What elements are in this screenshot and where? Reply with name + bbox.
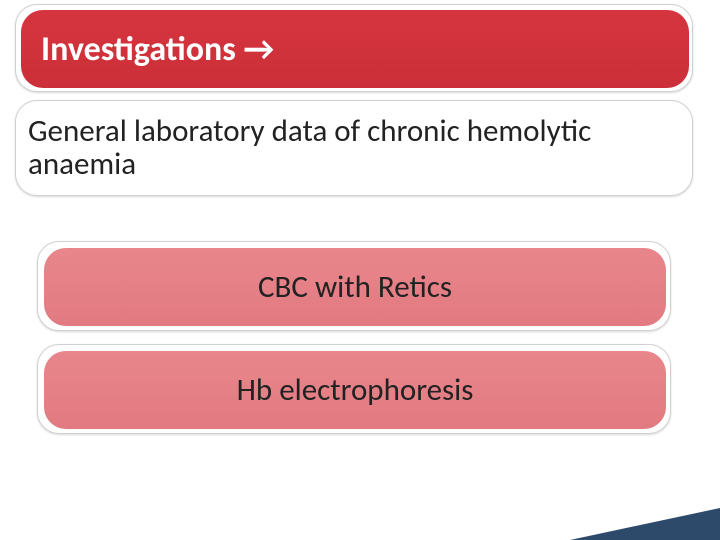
item-pill-inner: Hb electrophoresis — [44, 351, 666, 429]
item-pill-inner: CBC with Retics — [44, 248, 666, 326]
title-pill-outer: Investigations → — [15, 4, 693, 92]
corner-accent-dark — [570, 508, 720, 540]
title-pill-inner: Investigations → — [21, 10, 689, 88]
item-pill-outer: CBC with Retics — [37, 241, 671, 331]
item-pill-outer: Hb electrophoresis — [37, 344, 671, 434]
list-item-label: CBC with Retics — [44, 268, 666, 306]
slide-title: Investigations → — [21, 29, 689, 70]
list-item-label: Hb electrophoresis — [44, 371, 666, 409]
slide-subtitle: General laboratory data of chronic hemol… — [16, 115, 692, 182]
subtitle-pill: General laboratory data of chronic hemol… — [15, 100, 693, 196]
